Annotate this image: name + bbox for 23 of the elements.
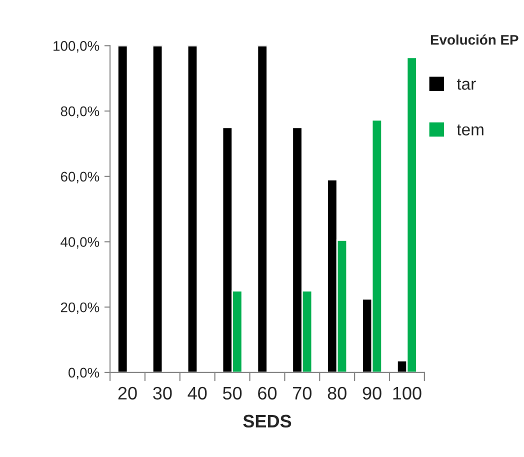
- x-tick-label: 100: [393, 386, 422, 400]
- legend-label: tem: [456, 124, 484, 136]
- x-tick-label: 60: [258, 386, 277, 400]
- x-tick-label: 30: [153, 386, 172, 400]
- legend-title: Evolución EP: [430, 34, 518, 45]
- x-tick-label: 50: [222, 386, 242, 400]
- y-tick-label: 40,0%: [60, 237, 100, 249]
- y-tick-label: 60,0%: [60, 172, 100, 184]
- x-tick-label: 40: [188, 386, 207, 400]
- y-tick-label: 0,0%: [68, 368, 100, 380]
- x-tick-label: 20: [118, 386, 137, 400]
- x-tick-label: 70: [293, 386, 312, 400]
- y-tick-label: 80,0%: [60, 106, 100, 118]
- x-axis-title: SEDS: [243, 414, 292, 428]
- bar: [256, 46, 268, 372]
- y-tick-label: 20,0%: [60, 302, 100, 314]
- bar: [152, 46, 164, 372]
- bar: [117, 46, 128, 372]
- y-tick-label: 100,0%: [54, 41, 100, 53]
- x-tick-label: 80: [328, 386, 346, 400]
- x-tick-label: 90: [362, 386, 382, 400]
- bar: [186, 46, 198, 372]
- legend-label: tar: [456, 78, 476, 90]
